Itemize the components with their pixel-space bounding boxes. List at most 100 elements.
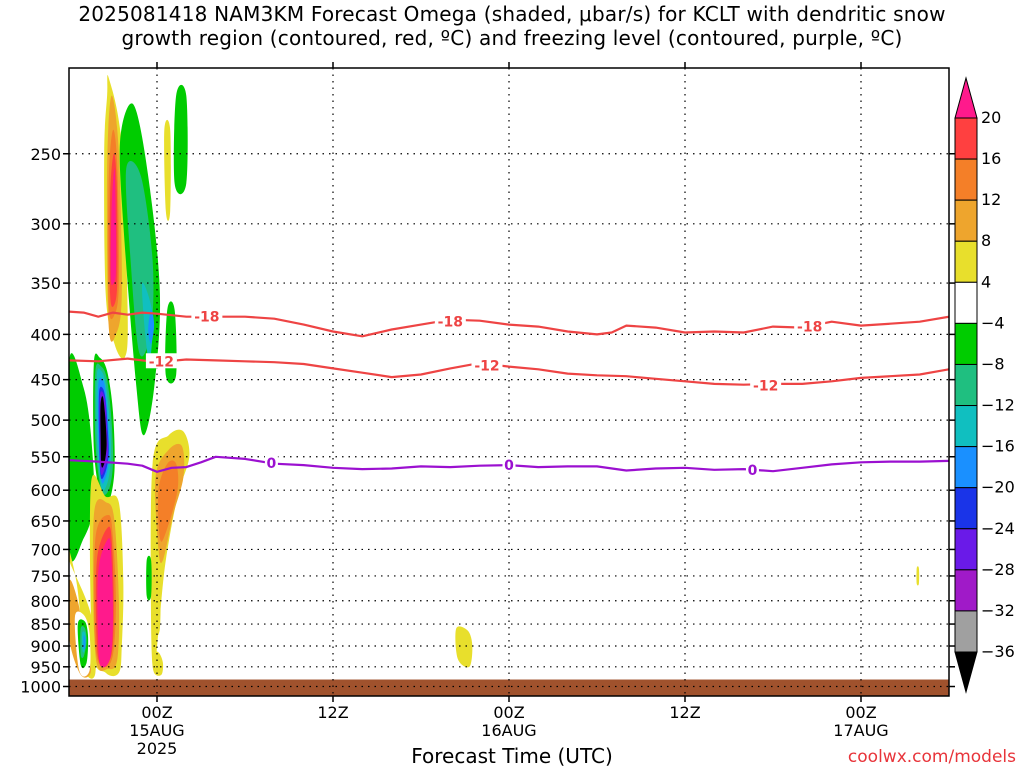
omega-region-pos20-4: [110, 168, 117, 286]
omega-region-pos4-38: [455, 626, 473, 668]
y-tick-label: 850: [30, 615, 61, 634]
colorbar-label: −16: [981, 437, 1015, 456]
contour-label: 0: [504, 458, 514, 474]
contour-label: -12: [753, 379, 778, 395]
y-axis: 250 300 350 400 450 500 550 600 650 700 750 800 850 9…: [20, 145, 955, 697]
colorbar-top-arrow: [954, 76, 978, 119]
x-tick-label: 17AUG: [833, 721, 888, 740]
omega-region-pos4-11: [164, 119, 171, 221]
contour-label-bg: [794, 318, 826, 334]
contour-label: -18: [194, 310, 219, 326]
colorbar-swatch: [954, 158, 978, 201]
colorbar-swatch: [954, 610, 978, 653]
colorbar-label: −32: [981, 601, 1015, 620]
colorbar-label: −28: [981, 560, 1015, 579]
y-tick-label: 700: [30, 540, 61, 559]
colorbar-label: 8: [981, 231, 991, 250]
x-tick-label: 16AUG: [481, 721, 536, 740]
y-tick-label: 400: [30, 325, 61, 344]
contour-lines: [69, 310, 949, 473]
y-tick-label: 1000: [20, 678, 61, 697]
colorbar-swatch: [954, 487, 978, 530]
contour-line-neg12: [69, 357, 949, 386]
x-tick-label: 15AUG: [129, 721, 184, 740]
colorbar-swatch: [954, 281, 978, 324]
chart-title-line-1: 2025081418 NAM3KM Forecast Omega (shaded…: [78, 2, 946, 26]
x-tick-label: 00Z: [493, 703, 524, 722]
colorbar-label: −4: [981, 313, 1005, 332]
colorbar-label: 16: [981, 149, 1001, 168]
contour-label-bg: [191, 308, 223, 324]
colorbar-swatch: [954, 322, 978, 365]
colorbar-swatch: [954, 240, 978, 283]
omega-shading: [69, 74, 920, 679]
omega-region-pos4-39: [916, 566, 920, 586]
contour-label: -18: [438, 315, 463, 331]
y-tick-label: 650: [30, 512, 61, 531]
contour-label: 0: [748, 463, 758, 479]
contour-label: -12: [149, 354, 174, 370]
x-tick-label: 12Z: [317, 703, 348, 722]
contour-label-bg: [434, 313, 466, 329]
colorbar-swatch: [954, 446, 978, 489]
contour-label: 0: [267, 456, 277, 472]
x-tick-label: 2025: [137, 739, 178, 758]
contour-labels: -18 -18 -18 -12 -12 -12 0 0 0: [145, 308, 826, 479]
colorbar-label: −20: [981, 478, 1015, 497]
x-tick-label: 00Z: [845, 703, 876, 722]
omega-region-pos4-36: [153, 563, 161, 636]
contour-label-bg: [264, 454, 278, 470]
omega-region-neg16-7: [142, 282, 153, 363]
contour-label-bg: [750, 377, 782, 393]
colorbar-swatch: [954, 569, 978, 612]
contour-label: -18: [797, 320, 822, 336]
x-tick-label: 00Z: [141, 703, 172, 722]
colorbar-label: 12: [981, 190, 1001, 209]
ground-layer: [69, 679, 949, 696]
omega-region-neg8-12: [69, 353, 95, 562]
contour-line-0: [69, 455, 949, 473]
x-axis-label: Forecast Time (UTC): [411, 744, 613, 768]
chart-title: 2025081418 NAM3KM Forecast Omega (shaded…: [0, 2, 1024, 50]
colorbar-swatch: [954, 199, 978, 242]
omega-region-neg20-19: [83, 635, 86, 650]
colorbar-bottom-arrow: [954, 651, 978, 694]
y-tick-label: 900: [30, 637, 61, 656]
colorbar-swatch: [954, 117, 978, 160]
contour-label-bg: [502, 457, 516, 473]
y-tick-label: 500: [30, 411, 61, 430]
y-tick-label: 550: [30, 448, 61, 467]
y-tick-label: 800: [30, 592, 61, 611]
ground-surface: [69, 679, 949, 696]
contour-line-neg18: [69, 310, 949, 338]
colorbar-swatch: [954, 528, 978, 571]
chart-title-line-2: growth region (contoured, red, ºC) and f…: [121, 26, 903, 50]
omega-region-pos20-31: [97, 538, 114, 668]
omega-region-neg8-35: [146, 555, 152, 601]
x-tick-label: 12Z: [669, 703, 700, 722]
colorbar-label: 20: [981, 108, 1001, 127]
contour-label-bg: [471, 357, 503, 373]
colorbar-label: 4: [981, 272, 991, 291]
colorbar-label: −12: [981, 396, 1015, 415]
colorbar-swatch: [954, 405, 978, 448]
y-tick-label: 350: [30, 274, 61, 293]
colorbar-label: −24: [981, 519, 1015, 538]
grid-lines: [69, 68, 949, 696]
y-tick-label: 750: [30, 567, 61, 586]
credit-text: coolwx.com/models: [847, 747, 1016, 767]
colorbar-swatch: [954, 363, 978, 407]
y-tick-label: 450: [30, 371, 61, 390]
colorbar: 20 16 12 8 4 −4 −8 −12 −16 −20 −24 −28 −32 −36: [954, 76, 1015, 694]
omega-region-pos4-37: [152, 651, 164, 676]
colorbar-label: −8: [981, 354, 1005, 373]
omega-region-neg8-9: [173, 84, 188, 195]
contour-label: -12: [474, 359, 499, 375]
contour-label-bg: [145, 353, 177, 369]
omega-region-neg20-8: [148, 309, 155, 344]
y-tick-label: 950: [30, 658, 61, 677]
omega-region-pos12-34: [157, 460, 179, 542]
y-tick-label: 300: [30, 215, 61, 234]
